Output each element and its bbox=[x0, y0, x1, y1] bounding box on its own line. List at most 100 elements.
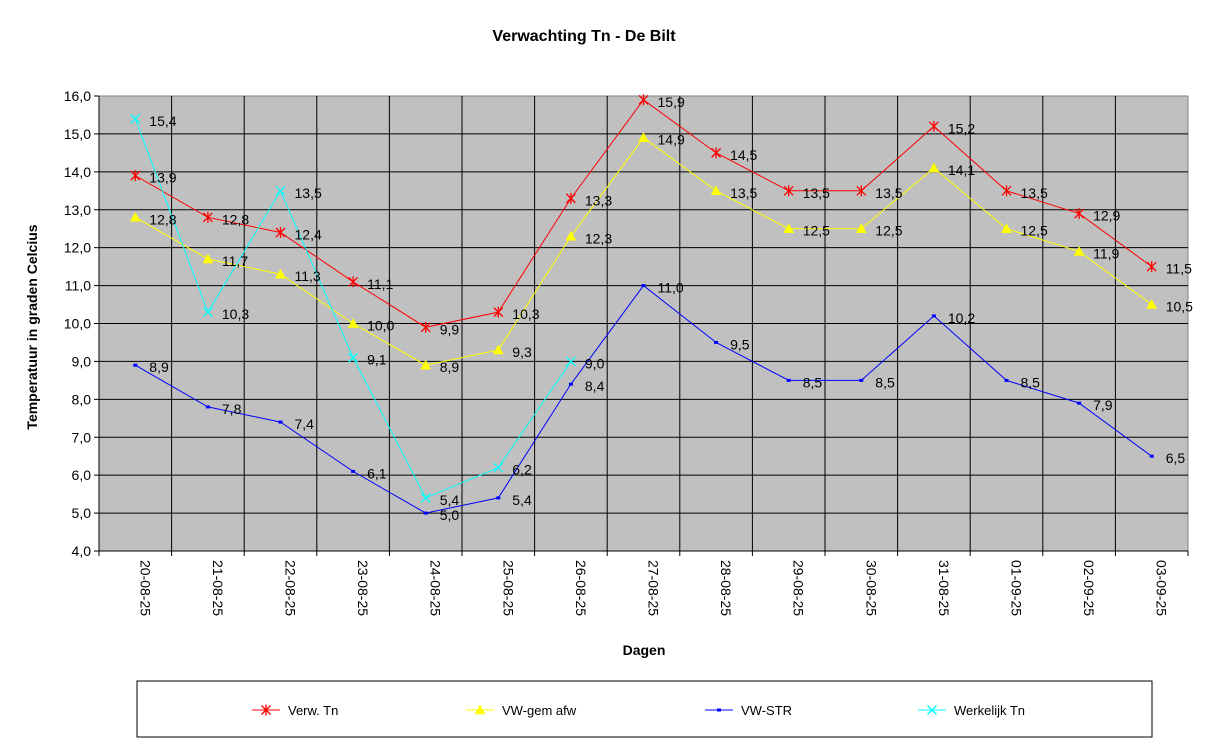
data-point bbox=[202, 211, 213, 223]
x-tick-label: 28-08-25 bbox=[718, 560, 734, 616]
data-label: 8,9 bbox=[149, 359, 169, 375]
data-point bbox=[783, 185, 794, 197]
data-label: 13,5 bbox=[803, 185, 830, 201]
data-point bbox=[351, 469, 356, 473]
data-point bbox=[638, 94, 649, 106]
data-label: 12,9 bbox=[1093, 208, 1120, 224]
data-point bbox=[423, 511, 428, 515]
data-label: 7,8 bbox=[222, 401, 242, 417]
data-point bbox=[1149, 454, 1154, 458]
data-label: 9,1 bbox=[367, 352, 387, 368]
legend-label: Werkelijk Tn bbox=[954, 703, 1025, 718]
data-point bbox=[565, 192, 576, 204]
legend-label: Verw. Tn bbox=[288, 703, 338, 718]
legend-box bbox=[136, 680, 1153, 738]
x-tick-label: 22-08-25 bbox=[283, 560, 299, 616]
data-label: 14,9 bbox=[658, 132, 685, 148]
x-tick-label: 30-08-25 bbox=[863, 560, 879, 616]
data-point bbox=[856, 185, 867, 197]
y-tick-label: 7,0 bbox=[72, 429, 92, 445]
x-tick-label: 24-08-25 bbox=[428, 560, 444, 616]
data-point bbox=[1074, 208, 1085, 220]
data-label: 11,9 bbox=[1093, 245, 1119, 261]
data-label: 11,3 bbox=[295, 268, 321, 284]
legend-marker bbox=[717, 708, 721, 712]
data-label: 12,3 bbox=[585, 230, 612, 246]
data-label: 14,1 bbox=[948, 162, 975, 178]
y-tick-label: 6,0 bbox=[72, 467, 92, 483]
chart-title: Verwachting Tn - De Bilt bbox=[492, 28, 676, 45]
x-tick-label: 26-08-25 bbox=[573, 560, 589, 616]
data-point bbox=[710, 185, 722, 196]
gridlines bbox=[98, 96, 1188, 552]
legend-item: VW-STR bbox=[705, 703, 792, 718]
y-tick-label: 11,0 bbox=[65, 278, 91, 294]
data-label: 15,9 bbox=[658, 94, 685, 110]
data-point bbox=[275, 185, 286, 196]
data-label: 9,9 bbox=[440, 321, 460, 337]
x-tick-label: 21-08-25 bbox=[210, 560, 226, 616]
legend: Verw. Tn VW-gem afw VW-STR Werkelijk Tn bbox=[136, 680, 1153, 738]
data-label: 12,5 bbox=[875, 223, 902, 239]
data-label: 11,7 bbox=[222, 253, 248, 269]
data-label: 10,2 bbox=[948, 310, 975, 326]
data-label: 12,4 bbox=[295, 227, 322, 243]
data-label: 8,5 bbox=[875, 374, 895, 390]
data-point bbox=[493, 462, 504, 473]
data-point bbox=[129, 211, 141, 222]
data-label: 6,2 bbox=[512, 462, 532, 478]
legend-label: VW-gem afw bbox=[502, 703, 577, 718]
y-tick-label: 12,0 bbox=[64, 240, 91, 256]
data-point bbox=[1146, 261, 1157, 273]
data-label: 12,5 bbox=[1021, 223, 1048, 239]
data-point bbox=[496, 496, 501, 500]
y-tick-label: 4,0 bbox=[72, 543, 92, 559]
data-point bbox=[1001, 223, 1012, 233]
data-label: 8,9 bbox=[440, 359, 460, 375]
y-tick-label: 13,0 bbox=[64, 202, 91, 218]
data-point bbox=[1077, 401, 1082, 405]
data-label: 11,5 bbox=[1166, 261, 1192, 277]
data-label: 5,4 bbox=[440, 492, 460, 508]
data-point bbox=[202, 253, 214, 264]
data-label: 8,5 bbox=[803, 374, 823, 390]
data-label: 12,8 bbox=[222, 211, 249, 227]
data-point bbox=[133, 363, 138, 367]
data-point bbox=[928, 120, 939, 132]
legend-marker bbox=[474, 704, 486, 715]
legend-item: VW-gem afw bbox=[466, 703, 577, 718]
data-point bbox=[714, 340, 719, 344]
data-label: 5,0 bbox=[440, 507, 460, 523]
data-label: 11,1 bbox=[367, 276, 393, 292]
data-point bbox=[278, 420, 283, 424]
y-tick-label: 14,0 bbox=[64, 164, 91, 180]
data-label: 6,5 bbox=[1166, 450, 1186, 466]
y-tick-label: 5,0 bbox=[72, 505, 92, 521]
x-tick-label: 01-09-25 bbox=[1009, 560, 1025, 616]
data-point bbox=[493, 306, 504, 318]
data-point bbox=[1146, 299, 1158, 309]
data-point bbox=[130, 170, 141, 182]
data-point bbox=[786, 378, 791, 382]
data-label: 15,4 bbox=[149, 113, 176, 129]
data-point bbox=[420, 321, 431, 333]
data-label: 15,2 bbox=[948, 120, 975, 136]
series-lines bbox=[129, 94, 1158, 515]
data-label: 10,3 bbox=[222, 306, 249, 322]
data-labels: 13,9 12,8 12,4 11,1 9,9 10,3 13,3 15,9 14,5 13,5 1… bbox=[149, 94, 1193, 523]
data-point bbox=[275, 268, 286, 279]
x-tick-label: 31-08-25 bbox=[936, 560, 952, 616]
data-point bbox=[1004, 378, 1009, 382]
data-label: 13,5 bbox=[875, 185, 902, 201]
data-point bbox=[638, 132, 649, 142]
data-label: 8,5 bbox=[1021, 374, 1041, 390]
data-point bbox=[568, 382, 573, 386]
data-label: 6,1 bbox=[367, 465, 387, 481]
data-label: 5,4 bbox=[512, 492, 532, 508]
data-point bbox=[347, 317, 359, 328]
data-label: 10,5 bbox=[1166, 299, 1193, 315]
y-axis-title: Temperatuur in graden Celcius bbox=[24, 224, 40, 429]
data-label: 10,3 bbox=[512, 306, 539, 322]
data-label: 13,3 bbox=[585, 192, 612, 208]
x-tick-label: 29-08-25 bbox=[791, 560, 807, 616]
